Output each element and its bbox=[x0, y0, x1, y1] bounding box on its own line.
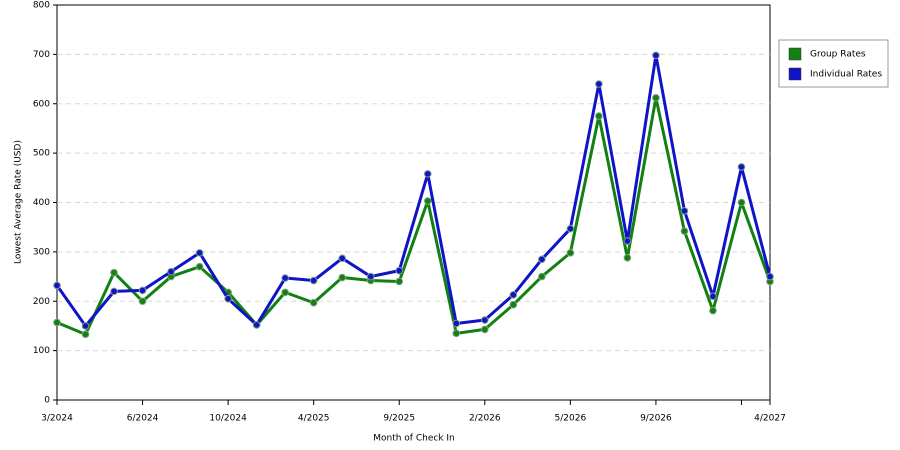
x-tick-label: 5/2026 bbox=[555, 414, 587, 424]
point bbox=[338, 254, 347, 263]
y-tick-label: 400 bbox=[33, 198, 50, 208]
point bbox=[395, 266, 404, 275]
x-tick-label: 2/2026 bbox=[469, 414, 501, 424]
point bbox=[452, 319, 461, 328]
point bbox=[766, 272, 774, 281]
y-tick-label: 0 bbox=[44, 396, 50, 406]
point bbox=[281, 288, 289, 297]
point bbox=[167, 267, 175, 276]
point bbox=[538, 255, 546, 264]
series-line bbox=[55, 53, 772, 328]
point bbox=[481, 325, 489, 334]
point bbox=[81, 330, 90, 339]
x-axis-label: Month of Check In bbox=[373, 434, 455, 444]
point bbox=[652, 51, 660, 60]
point bbox=[509, 300, 518, 309]
point bbox=[623, 253, 632, 262]
point bbox=[110, 268, 118, 277]
point bbox=[195, 249, 204, 257]
legend-label: Individual Rates bbox=[810, 70, 882, 80]
x-tick-label: 9/2025 bbox=[383, 414, 415, 424]
point bbox=[538, 272, 546, 281]
y-tick-label: 600 bbox=[33, 99, 50, 109]
point bbox=[366, 272, 375, 281]
point bbox=[53, 281, 61, 290]
x-tick-label: 6/2024 bbox=[127, 414, 159, 424]
y-tick-label: 200 bbox=[33, 297, 50, 307]
x-tick-label: 9/2026 bbox=[640, 414, 672, 424]
x-tick-label: 3/2024 bbox=[41, 414, 73, 424]
y-axis-label: Lowest Average Rate (USD) bbox=[14, 140, 24, 264]
x-tick-label: 4/2027 bbox=[754, 414, 786, 424]
point bbox=[110, 287, 118, 296]
point bbox=[423, 170, 432, 178]
point bbox=[452, 329, 461, 338]
point bbox=[138, 286, 147, 295]
point bbox=[423, 197, 432, 205]
x-tick-label: 10/2024 bbox=[209, 414, 247, 424]
point bbox=[709, 306, 717, 315]
point bbox=[195, 262, 204, 271]
point bbox=[680, 207, 689, 215]
point bbox=[338, 273, 347, 282]
legend-swatch bbox=[788, 67, 802, 81]
point bbox=[138, 297, 147, 306]
point bbox=[395, 277, 404, 286]
point bbox=[309, 298, 318, 307]
legend-swatch bbox=[788, 47, 802, 61]
point bbox=[680, 227, 689, 235]
point bbox=[737, 163, 746, 171]
point bbox=[566, 249, 575, 257]
point bbox=[623, 237, 632, 245]
point bbox=[281, 274, 289, 282]
y-tick-label: 700 bbox=[33, 50, 50, 60]
point bbox=[224, 294, 232, 303]
point bbox=[566, 224, 575, 233]
y-tick-label: 300 bbox=[33, 247, 50, 257]
point bbox=[53, 318, 61, 327]
series-line bbox=[56, 96, 772, 336]
x-tick-label: 4/2025 bbox=[298, 414, 330, 424]
y-tick-label: 500 bbox=[33, 149, 50, 159]
y-tick-label: 100 bbox=[33, 346, 50, 356]
point bbox=[595, 112, 603, 120]
legend-label: Group Rates bbox=[810, 50, 866, 60]
point bbox=[595, 80, 603, 88]
point bbox=[481, 316, 489, 324]
point bbox=[737, 198, 746, 207]
point bbox=[252, 321, 261, 329]
point bbox=[709, 292, 717, 301]
point bbox=[81, 322, 90, 330]
y-tick-label: 800 bbox=[33, 1, 50, 11]
point bbox=[509, 291, 518, 299]
point bbox=[309, 276, 318, 285]
point bbox=[652, 94, 660, 102]
